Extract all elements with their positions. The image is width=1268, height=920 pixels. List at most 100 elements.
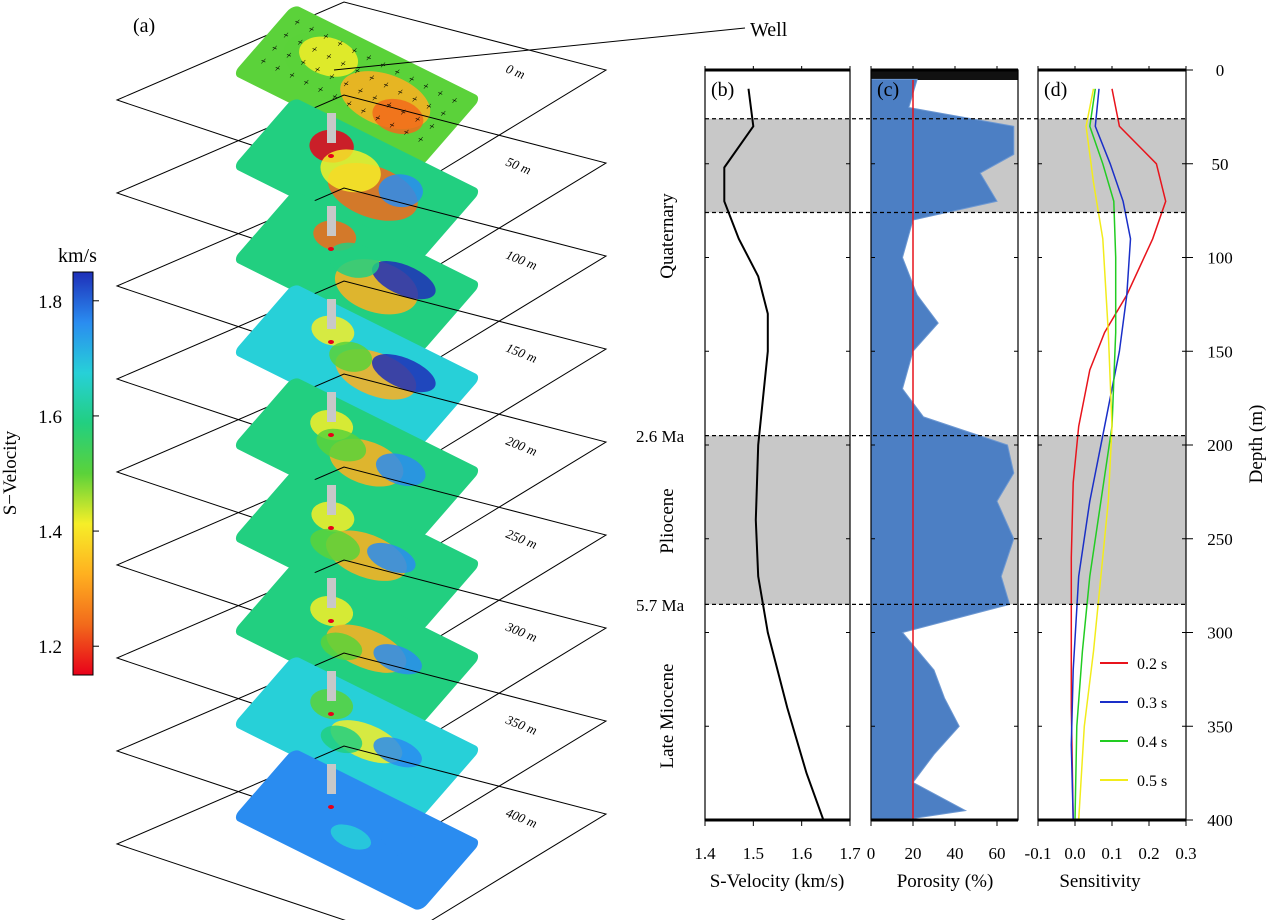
slice-map-anomaly — [372, 98, 424, 135]
colorbar-unit: km/s — [58, 245, 97, 267]
depth-axis-label: Depth (m) — [1246, 405, 1267, 484]
slice-depth-label: 300 m — [503, 618, 539, 644]
panel-b: (b) 1.4 1.5 1.6 1.7 S-Velocity (km/s) — [694, 66, 861, 892]
x-tick-label: 0 — [867, 844, 876, 863]
slice-map — [235, 564, 479, 724]
depth-slice: 150 m — [115, 280, 608, 475]
slice-map-anomaly — [373, 644, 422, 675]
era-label-quaternary: Quaternary — [657, 193, 678, 279]
panel-b-xlabel: S-Velocity (km/s) — [710, 871, 845, 892]
shaded-zone — [705, 118, 850, 213]
colorbar-tick-label: 1.4 — [38, 522, 62, 543]
well-pillar-marker — [328, 526, 334, 530]
well-pillar-marker — [328, 712, 334, 716]
x-tick-label: 1.6 — [791, 844, 812, 863]
colorbar-tick-label: 1.8 — [38, 292, 62, 313]
panel-d-label: (d) — [1044, 79, 1067, 101]
slice-map-anomaly — [320, 725, 363, 754]
shaded-zone — [1038, 435, 1186, 605]
porosity-area — [871, 78, 1015, 820]
slice-map — [235, 657, 479, 817]
slice-map-anomaly — [372, 354, 436, 393]
well-pillar-marker — [328, 247, 334, 251]
slice-depth-label: 50 m — [504, 154, 533, 178]
x-tick-label: 60 — [989, 844, 1006, 863]
panel-d-xlabel: Sensitivity — [1059, 871, 1141, 892]
depth-slice: 400 m — [115, 745, 608, 920]
velocity-line — [723, 88, 825, 820]
legend-entry: 0.5 s — [1137, 773, 1167, 790]
slice-map-anomaly — [378, 174, 423, 208]
x-tick-label: 0.3 — [1175, 844, 1196, 863]
x-tick-label: 1.5 — [743, 844, 764, 863]
panel-a: (a) ++++++++++++++++++++++++++++++++++++… — [115, 1, 788, 920]
well-pillar-marker — [328, 805, 334, 809]
slice-map — [235, 378, 479, 538]
slice-map — [235, 750, 479, 910]
slice-depth-label: 400 m — [504, 805, 539, 831]
x-tick-label: 20 — [905, 844, 922, 863]
sensitivity-lines — [1070, 88, 1167, 820]
depth-axis-tick-label: 200 — [1207, 436, 1233, 455]
colorbar-tick-label: 1.2 — [38, 637, 62, 658]
depth-axis-tick-label: 400 — [1207, 811, 1233, 830]
slice-map-anomaly — [310, 689, 354, 720]
colorbar-bar — [72, 271, 94, 676]
sensitivity-line — [1070, 88, 1167, 820]
colorbar: km/s 1.2 1.4 1.6 1.8 S−Velocity — [0, 245, 99, 676]
well-pillar — [327, 299, 336, 329]
era-label-late-miocene: Late Miocene — [657, 664, 678, 769]
depth-axis: 0 50 100 150 200 250 300 350 400 — [1186, 61, 1233, 830]
well-pillar — [327, 113, 336, 143]
panel-a-label: (a) — [133, 15, 155, 37]
panel-b-xticks: 1.4 1.5 1.6 1.7 — [694, 66, 861, 863]
slice-map — [235, 285, 479, 445]
depth-axis-tick-label: 150 — [1207, 342, 1233, 361]
sensitivity-line — [1074, 88, 1117, 820]
x-tick-label: 1.4 — [694, 844, 716, 863]
profile-panels: (b) 1.4 1.5 1.6 1.7 S-Velocity (km/s) (c) 0… — [694, 61, 1267, 892]
shaded-zone — [1038, 118, 1186, 213]
era-labels: Quaternary Pliocene Late Miocene 2.6 Ma … — [636, 193, 685, 769]
era-label-pliocene: Pliocene — [657, 488, 678, 553]
well-label: Well — [750, 19, 788, 41]
well-pillar — [327, 392, 336, 422]
slice-map-anomaly — [316, 428, 367, 462]
sensitivity-line — [1077, 88, 1113, 820]
depth-axis-tick-label: 50 — [1212, 155, 1229, 174]
slice-map-anomaly — [320, 632, 363, 661]
slice-map-anomaly — [373, 737, 422, 768]
slice-map-anomaly — [328, 242, 380, 278]
slice-map-anomaly — [311, 315, 355, 346]
slice-map-anomaly — [330, 824, 372, 850]
slice-map — [235, 192, 479, 352]
depth-axis-tick-label: 250 — [1207, 530, 1233, 549]
panel-c-label: (c) — [877, 79, 899, 101]
sensitivity-legend: 0.2 s 0.3 s 0.4 s 0.5 s — [1100, 656, 1167, 790]
panel-c-xlabel: Porosity (%) — [897, 871, 994, 892]
slice-depth-label: 0 m — [504, 61, 527, 82]
slice-map-anomaly — [311, 501, 355, 532]
depth-slice: ++++++++++++++++++++++++++++++++++++++++… — [115, 1, 608, 196]
slice-depth-label: 150 m — [504, 340, 539, 366]
depth-slice: 50 m — [115, 94, 608, 289]
colorbar-ticks: 1.2 1.4 1.6 1.8 — [38, 292, 99, 658]
slice-map — [235, 99, 479, 259]
x-tick-label: 0.0 — [1064, 844, 1085, 863]
slice-depth-label: 250 m — [504, 526, 539, 552]
shaded-zone — [705, 435, 850, 605]
legend-entry: 0.2 s — [1137, 656, 1167, 673]
slice-map-anomaly — [320, 149, 381, 193]
slice-depth-label: 200 m — [504, 433, 539, 459]
sensitivity-line — [1070, 88, 1132, 820]
legend-entry: 0.3 s — [1137, 695, 1167, 712]
well-pillar-marker — [328, 154, 334, 158]
slice-map-anomaly — [329, 341, 373, 372]
depth-axis-tick-label: 0 — [1216, 61, 1225, 80]
slice-map-anomaly — [313, 789, 363, 822]
well-pillar — [327, 764, 336, 794]
x-tick-label: 1.7 — [839, 844, 861, 863]
slice-map-anomaly — [375, 453, 426, 487]
slice-depth-label: 350 m — [503, 711, 539, 737]
